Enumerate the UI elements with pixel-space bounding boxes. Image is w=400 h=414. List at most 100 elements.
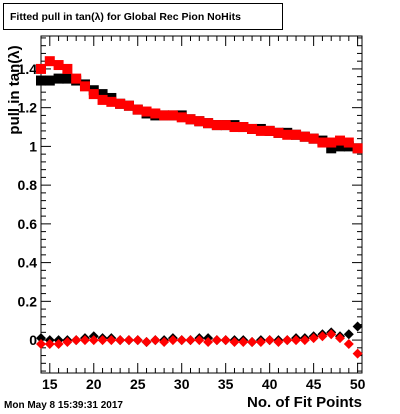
data-point-diamond [44, 338, 55, 349]
timestamp: Mon May 8 15:39:31 2017 [4, 400, 123, 411]
data-point-square [62, 73, 73, 84]
data-markers [36, 56, 363, 359]
y-tick-label: 1 [29, 138, 37, 154]
data-point-square [247, 123, 258, 134]
data-point-square [352, 143, 363, 154]
data-point-square [159, 110, 170, 121]
data-point-square [150, 108, 161, 119]
data-point-diamond [299, 335, 310, 346]
data-point-square [203, 118, 214, 129]
data-point-square [36, 63, 46, 74]
x-axis-label: No. of Fit Points [247, 394, 362, 411]
data-point-square [185, 114, 196, 125]
data-point-diamond [352, 321, 363, 332]
x-tick-label: 25 [130, 376, 146, 392]
data-point-diamond [194, 335, 205, 346]
data-point-diamond [335, 333, 346, 344]
x-tick-label: 15 [42, 376, 58, 392]
data-point-square [62, 63, 73, 74]
data-point-square [343, 137, 354, 148]
data-point-diamond [79, 335, 90, 346]
data-point-diamond [115, 335, 126, 346]
data-point-square [176, 112, 187, 123]
data-point-square [36, 75, 46, 86]
data-point-square [291, 129, 302, 140]
data-point-diamond [71, 335, 82, 346]
data-point-square [141, 106, 152, 117]
y-tick-label: 0.6 [18, 216, 38, 232]
data-point-diamond [106, 335, 117, 346]
x-tick-label: 35 [218, 376, 234, 392]
data-point-square [326, 143, 337, 154]
y-tick-label: 1.4 [18, 61, 38, 77]
data-point-diamond [238, 337, 249, 348]
data-point-diamond [273, 337, 284, 348]
data-point-diamond [343, 338, 354, 349]
data-point-diamond [220, 335, 231, 346]
data-point-square [220, 120, 231, 131]
y-tick-label: 0.8 [18, 177, 38, 193]
data-point-square [88, 89, 99, 100]
x-tick-label: 45 [306, 376, 322, 392]
data-point-square [167, 110, 178, 121]
data-point-square [299, 131, 310, 142]
data-point-square [229, 122, 240, 133]
data-point-diamond [264, 335, 275, 346]
data-point-diamond [185, 335, 196, 346]
data-point-square [79, 81, 90, 92]
data-point-square [123, 100, 134, 111]
data-point-diamond [203, 337, 214, 348]
data-point-diamond [141, 337, 152, 348]
data-point-square [132, 104, 143, 115]
data-point-diamond [282, 335, 293, 346]
y-tick-label: 0.2 [18, 293, 38, 309]
data-point-diamond [53, 338, 64, 349]
data-point-diamond [343, 329, 354, 340]
data-point-square [335, 135, 346, 146]
data-point-square [194, 116, 205, 127]
y-tick-label: 1.2 [18, 100, 38, 116]
data-point-diamond [97, 335, 108, 346]
data-point-square [115, 98, 126, 109]
data-point-diamond [167, 335, 178, 346]
data-point-square [53, 73, 64, 84]
data-point-square [273, 127, 284, 138]
data-point-diamond [36, 338, 46, 349]
data-point-square [97, 94, 108, 105]
data-point-square [71, 73, 82, 84]
chart-title: Fitted pull in tan(λ) for Global Rec Pio… [3, 3, 283, 30]
x-tick-label: 20 [86, 376, 102, 392]
data-point-square [308, 133, 319, 144]
data-point-diamond [291, 335, 302, 346]
data-point-square [106, 96, 117, 107]
data-point-square [326, 137, 337, 148]
data-point-diamond [255, 337, 266, 348]
data-point-square [211, 120, 222, 131]
data-point-diamond [352, 348, 363, 359]
data-point-square [335, 141, 346, 152]
data-point-diamond [229, 337, 240, 348]
y-axis-label: pull in tan(λ) [6, 45, 23, 135]
data-point-diamond [88, 335, 99, 346]
data-point-diamond [62, 337, 73, 348]
data-point-square [317, 137, 328, 148]
y-tick-label: 0.4 [18, 255, 38, 271]
data-point-square [255, 125, 266, 136]
data-point-square [44, 56, 55, 67]
data-point-diamond [150, 335, 161, 346]
x-tick-label: 40 [262, 376, 278, 392]
y-tick-label: 0 [29, 332, 37, 348]
data-point-diamond [132, 335, 143, 346]
data-point-square [264, 125, 275, 136]
data-point-square [44, 75, 55, 86]
plot-frame [40, 35, 363, 374]
data-point-diamond [176, 335, 187, 346]
data-point-diamond [36, 333, 46, 344]
data-point-square [282, 129, 293, 140]
data-point-diamond [326, 329, 337, 340]
data-point-square [97, 89, 108, 100]
data-point-square [238, 122, 249, 133]
data-point-diamond [247, 337, 258, 348]
data-point-diamond [159, 337, 170, 348]
